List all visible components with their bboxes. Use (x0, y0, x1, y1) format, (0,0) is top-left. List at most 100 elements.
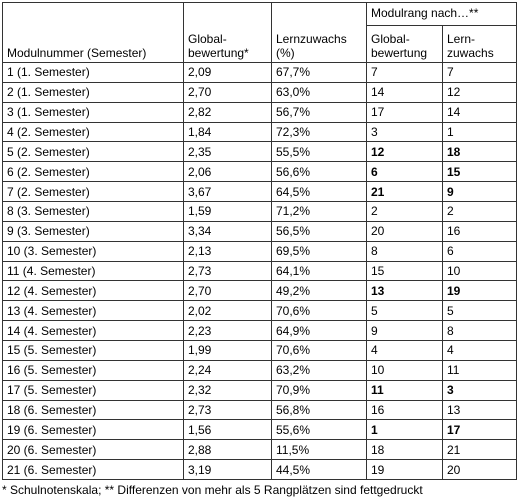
table-cell: 6 (366, 161, 443, 183)
table-cell: 2 (442, 201, 517, 222)
table-cell: 16 (5. Semester) (2, 359, 184, 381)
table-cell: 12 (366, 141, 443, 163)
table-cell: 8 (442, 320, 517, 342)
table-row: 8 (3. Semester) 1,59 71,2% 2 2 (2, 201, 517, 222)
table-cell: 4 (442, 340, 517, 361)
table-cell: 2,24 (183, 359, 272, 381)
table-cell: 2,02 (183, 300, 272, 322)
table-cell: 10 (3. Semester) (2, 240, 184, 262)
table-row: 13 (4. Semester) 2,02 70,6% 5 5 (2, 300, 517, 322)
table-cell: 12 (442, 81, 517, 103)
table-cell: 3,67 (183, 181, 272, 203)
table-cell: 2,70 (183, 81, 272, 103)
table-cell: 6 (2. Semester) (2, 161, 184, 183)
table-cell: 15 (442, 161, 517, 183)
table-cell: 72,3% (271, 121, 367, 143)
table-cell: 2,13 (183, 240, 272, 262)
table-body: 1 (1. Semester) 2,09 67,7% 7 7 2 (1. Semester… (2, 62, 517, 481)
table-cell: 2,35 (183, 141, 272, 163)
table-cell: 70,6% (271, 300, 367, 322)
table-row: 6 (2. Semester) 2,06 56,6% 6 15 (2, 161, 517, 183)
table-cell: 1,99 (183, 340, 272, 361)
table-row: 2 (1. Semester) 2,70 63,0% 14 12 (2, 81, 517, 103)
table-cell: 21 (6. Semester) (2, 459, 184, 481)
table-cell: 18 (366, 439, 443, 461)
table-cell: 2,06 (183, 161, 272, 183)
table-row: 18 (6. Semester) 2,73 56,8% 16 13 (2, 399, 517, 421)
table-cell: 11 (4. Semester) (2, 260, 184, 282)
header-cell: Lern- zuwachs (442, 25, 517, 63)
table-cell: 4 (366, 340, 443, 361)
table-cell: 9 (442, 181, 517, 203)
data-table: Modulnummer (Semester) Global- bewertung… (2, 2, 517, 481)
table-cell: 15 (5. Semester) (2, 340, 184, 361)
table-cell: 2,82 (183, 101, 272, 123)
table-row: 5 (2. Semester) 2,35 55,5% 12 18 (2, 141, 517, 163)
table-cell: 49,2% (271, 280, 367, 302)
table-cell: 7 (2. Semester) (2, 181, 184, 203)
table-cell: 64,1% (271, 260, 367, 282)
table-cell: 9 (366, 320, 443, 342)
table-cell: 56,5% (271, 220, 367, 242)
header-cell: Global- bewertung (366, 25, 443, 63)
table-cell: 13 (366, 280, 443, 302)
table-row: 17 (5. Semester) 2,32 70,9% 11 3 (2, 379, 517, 401)
table-cell: 3 (1. Semester) (2, 101, 184, 123)
table-cell: 19 (6. Semester) (2, 419, 184, 441)
table-row: 4 (2. Semester) 1,84 72,3% 3 1 (2, 121, 517, 143)
table-cell: 13 (4. Semester) (2, 300, 184, 322)
header-row: Modulnummer (Semester) Global- bewertung… (2, 2, 517, 63)
table-cell: 67,7% (271, 62, 367, 83)
table-cell: 44,5% (271, 459, 367, 481)
table-cell: 20 (6. Semester) (2, 439, 184, 461)
table-row: 12 (4. Semester) 2,70 49,2% 13 19 (2, 280, 517, 302)
table-cell: 2,32 (183, 379, 272, 401)
table-row: 15 (5. Semester) 1,99 70,6% 4 4 (2, 340, 517, 361)
table-cell: 4 (2. Semester) (2, 121, 184, 143)
table-cell: 3,19 (183, 459, 272, 481)
table-cell: 2,09 (183, 62, 272, 83)
table-cell: 14 (4. Semester) (2, 320, 184, 342)
table-cell: 18 (6. Semester) (2, 399, 184, 421)
table-head: Modulnummer (Semester) Global- bewertung… (2, 2, 517, 63)
table-cell: 2,88 (183, 439, 272, 461)
table-row: 7 (2. Semester) 3,67 64,5% 21 9 (2, 181, 517, 203)
table-cell: 6 (442, 240, 517, 262)
table-cell: 2,70 (183, 280, 272, 302)
table-row: 10 (3. Semester) 2,13 69,5% 8 6 (2, 240, 517, 262)
header-cell: Global- bewertung* (183, 2, 272, 63)
table-cell: 18 (442, 141, 517, 163)
table-cell: 1 (1. Semester) (2, 62, 184, 83)
table-row: 1 (1. Semester) 2,09 67,7% 7 7 (2, 62, 517, 83)
table-cell: 14 (442, 101, 517, 123)
table-cell: 17 (5. Semester) (2, 379, 184, 401)
header-cell: Lernzuwachs (%) (271, 2, 367, 63)
table-cell: 21 (442, 439, 517, 461)
table-row: 20 (6. Semester) 2,88 11,5% 18 21 (2, 439, 517, 461)
table-cell: 56,8% (271, 399, 367, 421)
table-cell: 21 (366, 181, 443, 203)
table-row: 19 (6. Semester) 1,56 55,6% 1 17 (2, 419, 517, 441)
table-cell: 69,5% (271, 240, 367, 262)
table-cell: 1,59 (183, 201, 272, 222)
footnote: * Schulnotenskala; ** Differenzen von me… (2, 483, 423, 497)
table-cell: 70,9% (271, 379, 367, 401)
table-cell: 7 (442, 62, 517, 83)
table-cell: 20 (442, 459, 517, 481)
table-row: 16 (5. Semester) 2,24 63,2% 10 11 (2, 359, 517, 381)
table-cell: 64,9% (271, 320, 367, 342)
table-cell: 1,84 (183, 121, 272, 143)
table-cell: 3 (442, 379, 517, 401)
table-cell: 2,73 (183, 399, 272, 421)
table-cell: 9 (3. Semester) (2, 220, 184, 242)
table-cell: 3,34 (183, 220, 272, 242)
table-cell: 10 (366, 359, 443, 381)
table-cell: 11 (442, 359, 517, 381)
table-cell: 56,7% (271, 101, 367, 123)
table-cell: 1,56 (183, 419, 272, 441)
table-cell: 2 (366, 201, 443, 222)
header-row: Global- bewertung Lern- zuwachs (3, 25, 517, 63)
table-cell: 16 (366, 399, 443, 421)
table-cell: 71,2% (271, 201, 367, 222)
table-cell: 11,5% (271, 439, 367, 461)
